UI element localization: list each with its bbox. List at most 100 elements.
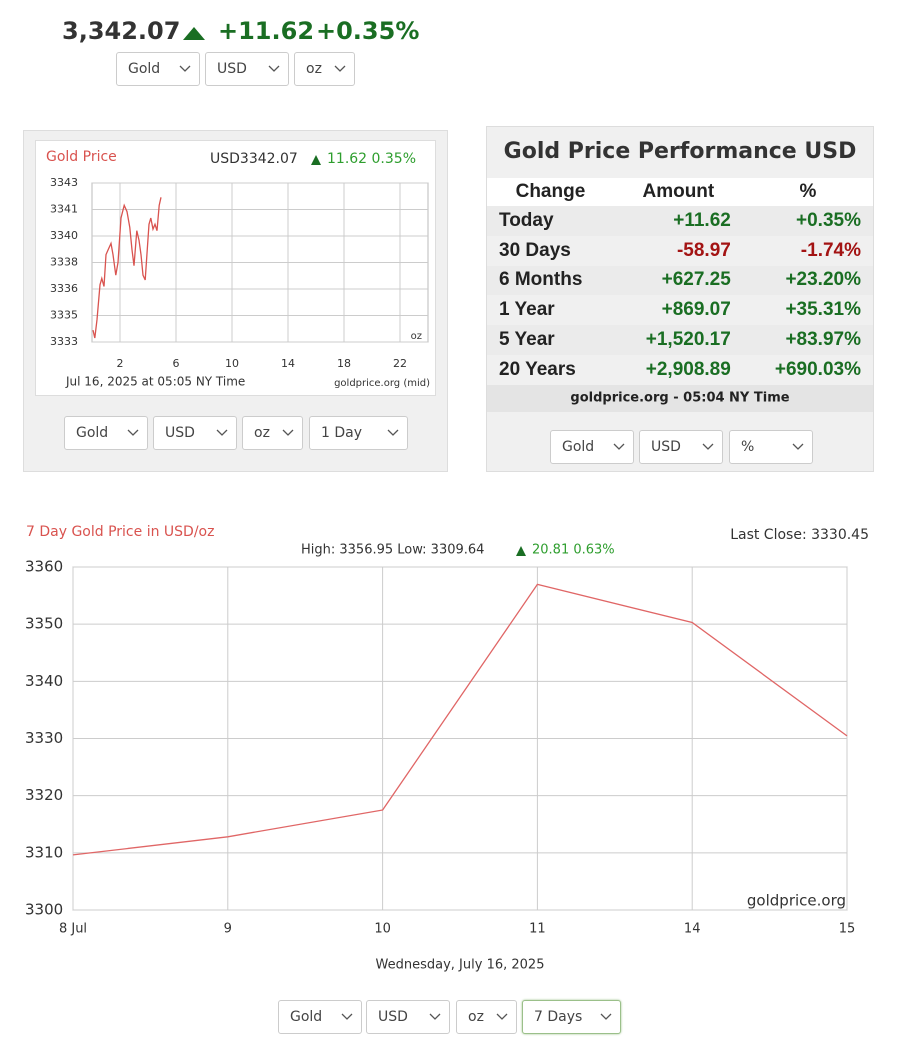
- x-tick-label: 8 Jul: [59, 922, 87, 937]
- chevron: [600, 1013, 612, 1020]
- dropdown[interactable]: Gold: [64, 416, 148, 450]
- x-tick-label: 6: [173, 357, 180, 370]
- dropdown-value: oz: [468, 1009, 484, 1025]
- row: Today +11.62 +0.35%: [487, 206, 873, 236]
- cell-label: 30 Days: [499, 239, 571, 261]
- chevron: [387, 429, 399, 436]
- dropdown-value: USD: [378, 1009, 408, 1025]
- x-tick-label: 14: [684, 922, 701, 937]
- dropdown[interactable]: 1 Day: [309, 416, 408, 450]
- dropdown-value: oz: [254, 425, 270, 441]
- dropdown[interactable]: %: [729, 430, 813, 464]
- column-header: Change: [487, 178, 614, 206]
- price: 3,342.07: [62, 17, 180, 45]
- chevron: [216, 429, 228, 436]
- x-tick-label: 2: [117, 357, 124, 370]
- chevron: [429, 1013, 441, 1020]
- x-tick-label: 9: [224, 922, 232, 937]
- column-header: %: [742, 178, 873, 206]
- dropdown-value: Gold: [290, 1009, 323, 1025]
- dropdown-value: Gold: [76, 425, 109, 441]
- x-tick-label: 18: [337, 357, 351, 370]
- row: 5 Year +1,520.17 +83.97%: [487, 325, 873, 355]
- price-percent: +0.35%: [316, 17, 419, 45]
- y-tick-label: 3360: [25, 558, 63, 576]
- cell-value: +35.31%: [785, 299, 861, 321]
- dropdown-value: USD: [165, 425, 195, 441]
- row: 30 Days -58.97 -1.74%: [487, 236, 873, 266]
- cell-value: -1.74%: [800, 239, 861, 261]
- dropdown[interactable]: oz: [242, 416, 303, 450]
- cell-label: Today: [487, 206, 614, 236]
- dropdown[interactable]: Gold: [278, 1000, 362, 1034]
- dropdown-value: USD: [651, 439, 681, 455]
- row: 1 Year +869.07 +35.31%: [487, 295, 873, 325]
- chevron: [341, 1013, 353, 1020]
- big-chart-change: 20.81 0.63%: [532, 543, 615, 558]
- row: 20 Years +2,908.89 +690.03%: [487, 355, 873, 385]
- dropdown[interactable]: oz: [294, 52, 355, 86]
- performance-footer-bg: [487, 385, 873, 412]
- up-arrow: [516, 546, 526, 556]
- cell-value: +690.03%: [774, 358, 861, 380]
- chevron: [792, 443, 804, 450]
- cell-value: +2,908.89: [645, 358, 731, 380]
- y-tick-label: 3341: [50, 203, 78, 216]
- cell-label: 6 Months: [487, 265, 614, 296]
- dropdown-value: Gold: [128, 61, 161, 77]
- price-line: [92, 197, 162, 339]
- cell-value: +1,520.17: [613, 325, 743, 355]
- cell-value: +11.62: [613, 206, 743, 236]
- x-tick-label: 22: [393, 357, 407, 370]
- chevron: [282, 429, 294, 436]
- dropdown-value: 7 Days: [534, 1009, 583, 1025]
- small-chart-change: 11.62 0.35%: [327, 151, 416, 167]
- performance-title: Gold Price Performance USD: [504, 139, 857, 164]
- cell-value: +23.20%: [742, 265, 873, 296]
- x-tick-label: 15: [839, 922, 856, 937]
- column-header: Amount: [613, 178, 743, 206]
- y-tick-label: 3350: [25, 615, 63, 633]
- small-chart-price: USD3342.07: [210, 151, 298, 167]
- big-chart-title: 7 Day Gold Price in USD/oz: [26, 524, 214, 540]
- cell-label: 20 Years: [499, 358, 576, 380]
- header-row: Change Amount%: [487, 178, 873, 206]
- dropdown[interactable]: USD: [205, 52, 289, 86]
- cell-label: 5 Year: [487, 325, 614, 355]
- dropdown[interactable]: USD: [153, 416, 237, 450]
- y-tick-label: 3336: [50, 282, 78, 295]
- chevron: [613, 443, 625, 450]
- small-chart-title: Gold Price: [46, 149, 117, 165]
- dropdown[interactable]: USD: [639, 430, 723, 464]
- dropdown[interactable]: 7 Days: [522, 1000, 621, 1034]
- y-tick-label: 3333: [50, 335, 78, 348]
- x-tick-label: 10: [374, 922, 391, 937]
- source-label: goldprice.org (mid): [334, 378, 430, 389]
- date-label: Jul 16, 2025 at 05:05 NY Time: [65, 375, 245, 389]
- high-low: High: 3356.95 Low: 3309.64: [301, 543, 484, 558]
- chevron: [179, 65, 191, 72]
- y-tick-label: 3340: [50, 229, 78, 242]
- last-close: Last Close: 3330.45: [730, 527, 869, 543]
- dropdown[interactable]: Gold: [116, 52, 200, 86]
- dropdown[interactable]: Gold: [550, 430, 634, 464]
- performance-table: Change Amount% Today +11.62 +0.35% 30 Days -58…: [487, 178, 873, 385]
- y-tick-label: 3343: [50, 176, 78, 189]
- up-arrow: [183, 27, 205, 40]
- cell-label: 1 Year: [499, 299, 555, 321]
- row: 6 Months +627.25 +23.20%: [487, 265, 873, 296]
- chevron: [702, 443, 714, 450]
- y-tick-label: 3330: [25, 729, 63, 747]
- price-change: +11.62: [218, 17, 314, 45]
- x-tick-label: 10: [225, 357, 239, 370]
- dropdown[interactable]: oz: [456, 1000, 517, 1034]
- price-line: [72, 583, 848, 856]
- chevron: [268, 65, 280, 72]
- cell-value: -58.97: [676, 239, 731, 261]
- cell-value: +869.07: [661, 299, 731, 321]
- dropdown-value: 1 Day: [321, 425, 363, 441]
- dropdown[interactable]: USD: [366, 1000, 450, 1034]
- y-tick-label: 3340: [25, 672, 63, 690]
